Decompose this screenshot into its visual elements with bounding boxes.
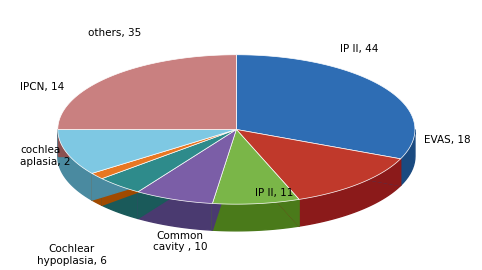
Polygon shape: [102, 129, 236, 205]
Polygon shape: [92, 129, 236, 200]
Text: IPCN, 14: IPCN, 14: [20, 82, 65, 92]
Polygon shape: [92, 129, 236, 200]
Polygon shape: [213, 200, 299, 231]
Polygon shape: [58, 55, 236, 129]
Polygon shape: [299, 159, 401, 226]
Text: IP II, 44: IP II, 44: [340, 45, 378, 55]
Polygon shape: [213, 129, 299, 204]
Polygon shape: [138, 192, 213, 230]
Text: cochlea
aplasia, 2: cochlea aplasia, 2: [20, 145, 71, 167]
Polygon shape: [58, 129, 236, 173]
Polygon shape: [236, 129, 401, 185]
Text: others, 35: others, 35: [88, 28, 141, 38]
Text: Common
cavity , 10: Common cavity , 10: [153, 231, 207, 252]
Polygon shape: [236, 129, 299, 226]
Polygon shape: [236, 129, 299, 226]
Polygon shape: [138, 129, 236, 204]
Text: Cochlear
hypoplasia, 6: Cochlear hypoplasia, 6: [37, 244, 107, 266]
Polygon shape: [236, 129, 401, 200]
Polygon shape: [58, 129, 236, 156]
Polygon shape: [58, 129, 92, 200]
Polygon shape: [138, 129, 236, 218]
Polygon shape: [102, 179, 138, 218]
Polygon shape: [138, 129, 236, 218]
Polygon shape: [92, 173, 102, 205]
Polygon shape: [213, 129, 236, 230]
Polygon shape: [58, 129, 236, 156]
Polygon shape: [102, 129, 236, 192]
Polygon shape: [236, 129, 401, 185]
Polygon shape: [92, 129, 236, 179]
Polygon shape: [213, 129, 236, 230]
Polygon shape: [236, 55, 415, 159]
Text: IP II, 11: IP II, 11: [255, 188, 293, 198]
Polygon shape: [401, 130, 415, 185]
Polygon shape: [102, 129, 236, 205]
Text: EVAS, 18: EVAS, 18: [424, 135, 471, 145]
